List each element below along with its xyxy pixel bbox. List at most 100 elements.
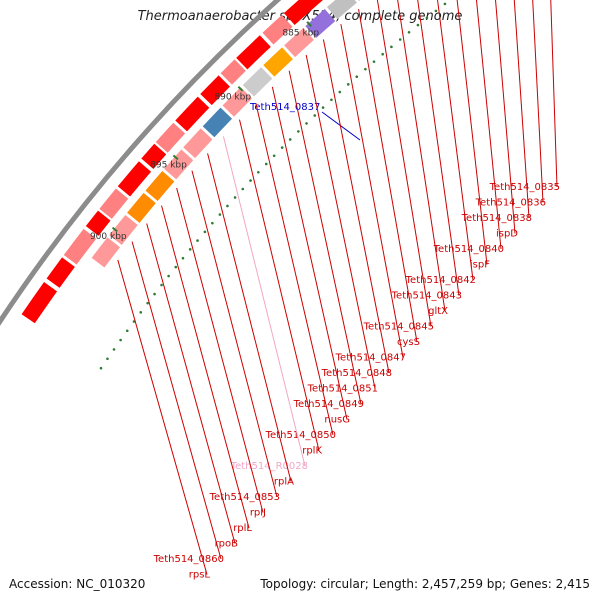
gene-class-arc [305,9,336,39]
scale-dot [241,187,245,191]
gene-leader-line [305,54,376,389]
gene-feature-arc [200,75,230,106]
gene-class-arc [222,87,252,117]
gene-feature-arc [85,210,111,236]
genome-backbone [0,0,282,327]
gene-feature-arc [117,161,152,197]
gene-leader-line [288,70,362,405]
gene-label: Teth514_0835 [489,182,560,193]
scale-dot [233,196,237,199]
scale-dot [153,292,156,296]
scale-dot [434,9,438,13]
gene-class-arc [91,237,121,268]
gene-label: ispD [496,229,518,240]
gene-feature-arc [220,59,246,85]
gene-label: Teth514_0836 [475,198,546,209]
scale-dot [181,256,185,260]
scale-dot [425,16,429,20]
gene-leader-line [397,0,446,312]
gene-leader-line [513,0,530,219]
scale-dot [272,154,276,158]
scale-dot [226,204,229,208]
topology-text: Topology: circular; Length: 2,457,259 bp… [260,577,590,591]
scale-dot [119,338,122,342]
gene-class-arc [164,149,194,180]
scale-dot [264,162,268,166]
scale-dot [257,170,260,174]
gene-feature-arc [99,188,129,219]
scale-dot [146,301,149,305]
gene-feature-arc [46,257,75,288]
gene-label: cysS [397,337,420,348]
gene-class-arc [263,47,293,77]
gene-feature-arc [141,143,167,170]
accession-text: Accession: NC_010320 [9,577,146,591]
gene-label: rpsL [189,570,211,581]
gene-leader-line [117,259,208,575]
scale-dot [174,265,178,269]
scale-dot [139,311,143,314]
scale-dot [364,67,367,71]
gene-label: gltX [428,306,448,317]
gene-class-arc [109,214,138,246]
scale-dot [106,357,109,361]
scale-dot [211,221,214,225]
gene-leader-line [271,86,348,420]
gene-label: rplA [274,477,294,488]
gene-label: Teth514_0838 [461,213,532,224]
scale-tick [111,226,118,233]
gene-label: Teth514_0848 [321,368,392,379]
gene-class-arc [127,192,156,223]
gene-leader-line [417,0,460,296]
scale-dot [313,114,317,117]
gene-label: Teth514_0845 [363,322,434,333]
gene-feature-arc [21,282,58,324]
gene-class-arc [284,28,314,58]
gene-label: rplK [302,446,322,457]
scale-tick-label: 890 kbp [214,92,251,102]
gene-class-arc [145,171,175,201]
gene-label: Teth514_0849 [293,399,364,410]
scale-dot [196,239,199,242]
gene-class-arc [326,0,357,20]
scale-dot [321,106,325,109]
scale-dot [407,30,411,34]
scale-dot [416,23,420,27]
scale-dot [125,329,129,333]
scale-dot [355,75,359,79]
scale-tick-label: 900 kbp [90,232,127,242]
scale-dot [305,122,308,125]
scale-tick-label: 895 kbp [150,160,187,170]
gene-leader-line [146,223,236,544]
highlight-marker-label: Teth514_0837 [249,102,320,113]
gene-class-arc [202,107,233,138]
gene-leader-line [437,0,474,281]
gene-label: Teth514_0840 [433,244,504,255]
gene-leader-line [222,136,306,467]
scale-tick-label: 885 kbp [282,28,319,38]
scale-dot [203,230,207,234]
gene-class-arc [183,128,213,159]
gene-leader-line [358,9,418,343]
gene-label: rplJ [250,508,266,519]
gene-leader-line [239,119,320,451]
gene-label: rpoB [215,539,239,550]
scale-dot [167,274,170,278]
gene-label: ispF [470,260,490,271]
gene-label: Teth514_0850 [265,430,336,441]
scale-dot [297,130,300,133]
scale-dot [188,248,192,251]
scale-dot [346,83,350,86]
scale-tick [306,21,312,27]
scale-dot [249,179,252,182]
scale-dot [330,98,333,102]
gene-leader-line [376,0,432,327]
scale-dot [372,60,376,63]
gene-label: nusG [324,415,350,426]
gene-feature-arc [236,35,271,70]
gene-leader-line [161,205,250,529]
gene-leader-line [456,0,488,265]
gene-feature-arc [155,122,186,153]
